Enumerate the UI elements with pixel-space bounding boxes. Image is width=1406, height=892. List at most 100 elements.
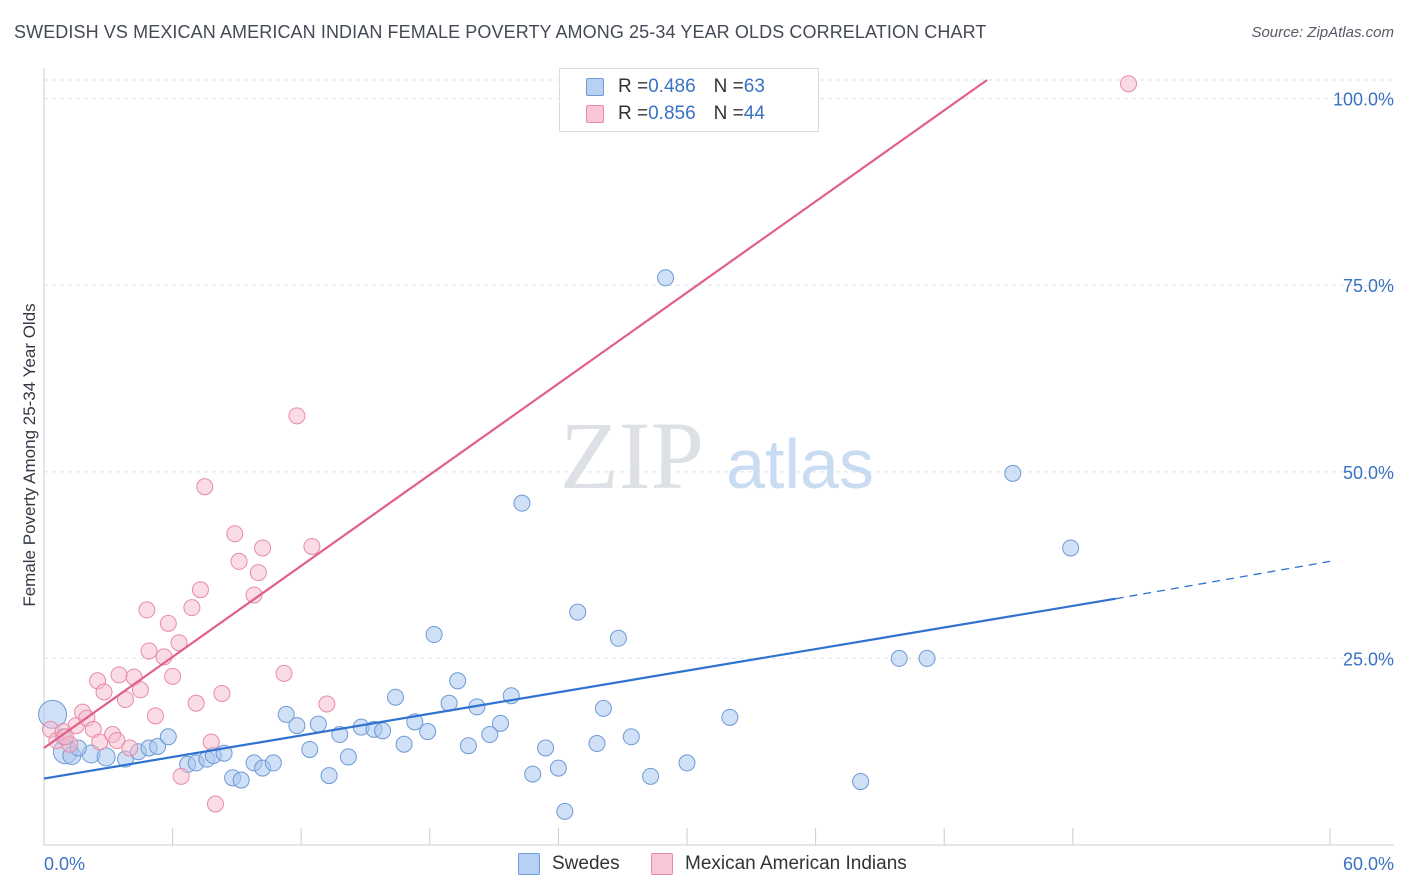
- legend-r-label: R =: [618, 76, 649, 97]
- trend-line-swedes-extension: [1115, 560, 1331, 600]
- point-mexican: [138, 601, 156, 619]
- point-swedes: [513, 494, 531, 512]
- point-mexican: [191, 581, 209, 599]
- legend-r-value: 0.856: [648, 103, 696, 124]
- point-mexican: [108, 732, 126, 750]
- source-credit: Source: ZipAtlas.com: [1251, 24, 1394, 41]
- point-swedes: [642, 767, 660, 785]
- chart-title: SWEDISH VS MEXICAN AMERICAN INDIAN FEMAL…: [14, 22, 987, 42]
- point-swedes: [395, 735, 413, 753]
- point-mexican: [164, 667, 182, 685]
- point-swedes: [549, 759, 567, 777]
- point-swedes: [492, 714, 510, 732]
- series-mexican-points: [41, 75, 1138, 813]
- point-swedes: [387, 688, 405, 706]
- axes: [43, 68, 1394, 846]
- point-swedes: [678, 754, 696, 772]
- point-mexican: [172, 767, 190, 785]
- point-swedes: [852, 773, 870, 791]
- legend-r-label: R =: [618, 103, 649, 124]
- point-swedes: [301, 740, 319, 758]
- legend-n-value: 63: [743, 76, 765, 97]
- bottom-swatch-blue: [518, 853, 540, 875]
- point-mexican: [95, 683, 113, 701]
- point-mexican: [159, 614, 177, 632]
- point-swedes: [657, 269, 675, 287]
- point-swedes: [96, 747, 116, 767]
- x-tick-label: 0.0%: [44, 854, 85, 874]
- legend-swatch-blue: [586, 78, 604, 96]
- legend-row-swedes: R = 0.486 N = 63: [586, 75, 765, 99]
- point-mexican: [245, 586, 263, 604]
- legend-row-mexican: R = 0.856 N = 44: [586, 102, 765, 126]
- point-swedes: [588, 734, 606, 752]
- bottom-swatch-pink: [651, 853, 673, 875]
- correlation-legend: R = 0.486 N = 63 R = 0.856 N = 44: [559, 68, 819, 132]
- point-swedes: [149, 737, 167, 755]
- point-mexican: [226, 525, 244, 543]
- trend-line-swedes: [43, 597, 1116, 780]
- point-mexican: [196, 478, 214, 496]
- point-mexican: [230, 552, 248, 570]
- legend-r-value: 0.486: [648, 76, 696, 97]
- y-tick-label: 75.0%: [1343, 276, 1394, 296]
- point-mexican: [318, 695, 336, 713]
- point-mexican: [254, 539, 272, 557]
- point-swedes: [1004, 464, 1022, 482]
- point-mexican: [275, 664, 293, 682]
- point-swedes: [264, 754, 282, 772]
- point-mexican: [183, 599, 201, 617]
- point-mexican: [288, 407, 306, 425]
- point-mexican: [303, 537, 321, 555]
- point-swedes: [159, 728, 177, 746]
- trend-lines: [43, 79, 1331, 780]
- trend-line-mexican: [43, 79, 988, 749]
- point-swedes: [459, 737, 477, 755]
- point-swedes: [721, 708, 739, 726]
- legend-n-value: 44: [743, 103, 765, 124]
- bottom-legend-label: Swedes: [552, 853, 620, 874]
- point-swedes: [609, 629, 627, 647]
- y-tick-label: 50.0%: [1343, 463, 1394, 483]
- point-swedes: [918, 649, 936, 667]
- watermark-zip: ZIP: [560, 402, 704, 509]
- point-swedes: [524, 765, 542, 783]
- bottom-legend-label: Mexican American Indians: [685, 853, 907, 874]
- point-swedes: [890, 649, 908, 667]
- legend-swatch-pink: [586, 105, 604, 123]
- point-mexican: [249, 564, 267, 582]
- point-swedes: [425, 626, 443, 644]
- point-swedes: [594, 699, 612, 717]
- point-swedes: [309, 715, 327, 733]
- point-mexican: [110, 666, 128, 684]
- point-swedes: [556, 802, 574, 820]
- grid-lines: [44, 79, 1394, 659]
- watermark: ZIP atlas: [560, 402, 874, 509]
- point-swedes: [374, 722, 392, 740]
- y-tick-label: 25.0%: [1343, 649, 1394, 669]
- point-mexican: [146, 707, 164, 725]
- point-swedes: [537, 739, 555, 757]
- point-mexican: [140, 642, 158, 660]
- legend-n-label: N =: [713, 103, 744, 124]
- point-mexican: [91, 733, 109, 751]
- x-tick-label: 60.0%: [1343, 854, 1394, 874]
- bottom-legend-swedes: Swedes: [518, 852, 620, 876]
- point-swedes: [419, 723, 437, 741]
- series-swedes-points: [38, 269, 1080, 820]
- point-mexican: [56, 728, 74, 746]
- point-swedes: [288, 717, 306, 735]
- point-swedes: [277, 705, 295, 723]
- point-swedes: [1062, 539, 1080, 557]
- point-swedes: [622, 728, 640, 746]
- tick-labels: 25.0% 50.0% 75.0% 100.0% 0.0% 60.0%: [44, 90, 1394, 874]
- point-mexican: [170, 634, 188, 652]
- point-mexican: [213, 684, 231, 702]
- bottom-legend-mexican: Mexican American Indians: [651, 852, 907, 876]
- point-mexican: [206, 795, 224, 813]
- point-swedes: [481, 726, 499, 744]
- legend-n-label: N =: [713, 76, 744, 97]
- point-swedes: [320, 767, 338, 785]
- point-swedes: [449, 672, 467, 690]
